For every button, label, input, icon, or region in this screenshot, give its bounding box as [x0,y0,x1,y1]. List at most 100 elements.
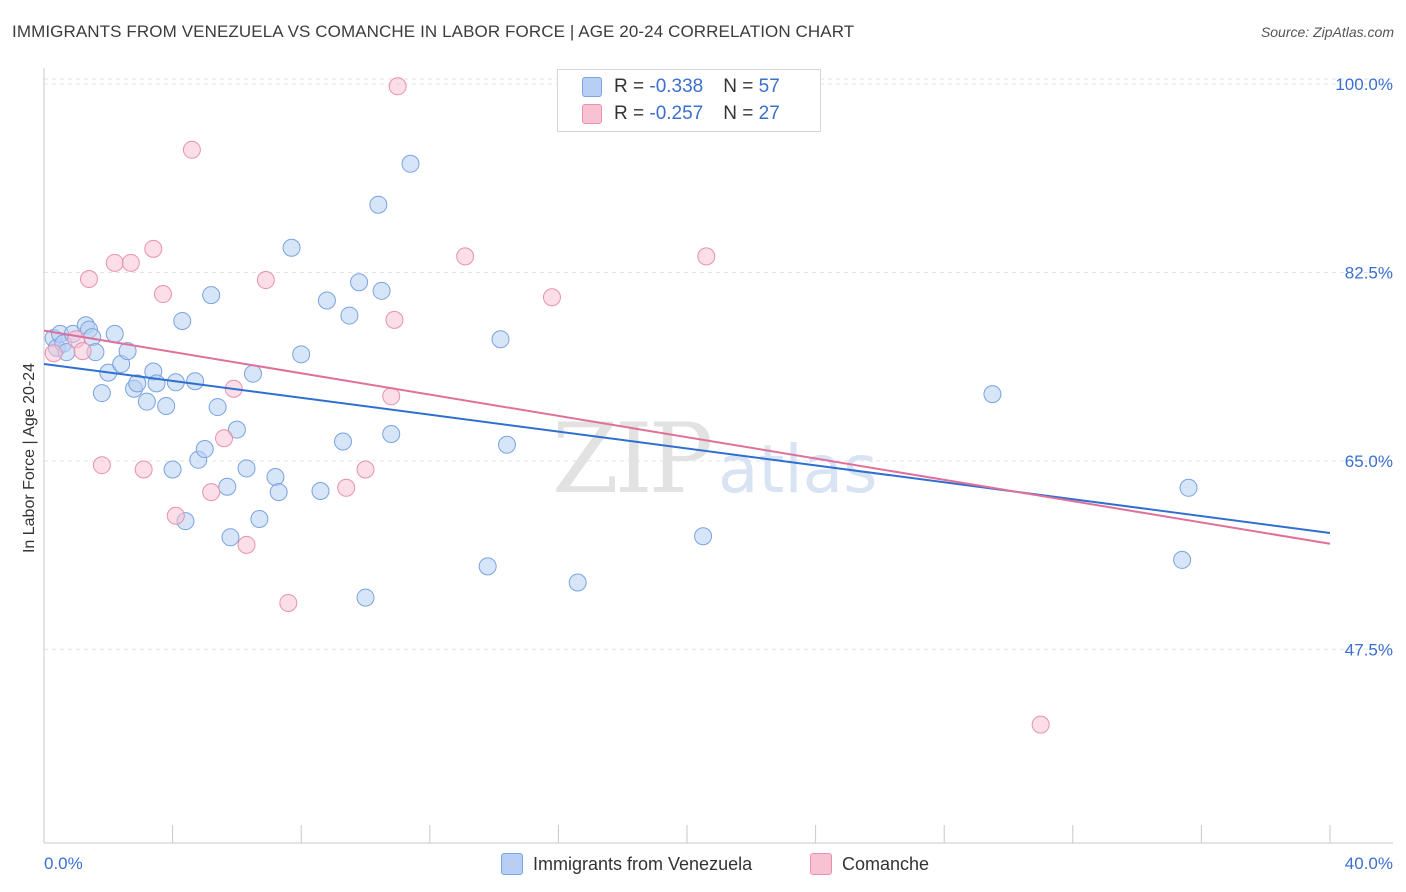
legend-n-label: N = [723,76,759,97]
comanche-point [337,478,356,497]
venezuela-point [497,435,516,454]
venezuela-point [333,432,352,451]
venezuela-point [221,528,240,547]
data-points [44,77,1198,734]
venezuela-point [250,510,269,529]
bottom-legend-venezuela: Immigrants from Venezuela [501,851,752,877]
legend-n-value: 57 [758,76,780,97]
comanche-point [73,342,92,361]
venezuela-point [491,330,510,349]
trend-lines [43,329,1331,545]
comanche-point [134,460,153,479]
venezuela-point [118,342,137,361]
venezuela-point [92,384,111,403]
venezuela-point [195,440,214,459]
venezuela-point [382,424,401,443]
bottom-legend-comanche: Comanche [810,851,929,877]
legend-row-comanche: R = -0.257 N = 27 [582,101,780,127]
comanche-point [385,310,404,329]
legend-n-label: N = [723,103,759,124]
venezuela-point [340,306,359,325]
comanche-point [80,269,99,288]
bottom-legend-swatch-pink [810,853,832,875]
comanche-point [256,271,275,290]
y-tick-label: 100.0% [1335,75,1393,94]
venezuela-point [282,238,301,257]
venezuela-point [218,477,237,496]
y-tick-label: 82.5% [1345,264,1393,283]
legend-r-label: R = [614,76,650,97]
comanche-point [105,253,124,272]
watermark: ZIP atlas [552,403,878,515]
legend-n-value: 27 [758,103,780,124]
venezuela-point [317,291,336,310]
legend-r-label: R = [614,103,650,124]
comanche-point [237,535,256,554]
venezuela-point [1179,478,1198,497]
legend-swatch-blue [582,77,602,97]
venezuela-point [369,195,388,214]
venezuela-point [568,573,587,592]
bottom-legend-label-venezuela: Immigrants from Venezuela [533,853,753,874]
legend-row-venezuela: R = -0.338 N = 57 [582,74,780,100]
venezuela-point [356,588,375,607]
chart-title: IMMIGRANTS FROM VENEZUELA VS COMANCHE IN… [12,22,855,41]
y-tick-label: 65.0% [1345,452,1393,471]
venezuela-point [401,154,420,173]
venezuela-point [983,385,1002,404]
venezuela-point [137,392,156,411]
venezuela-point [237,459,256,478]
legend: R = -0.338 N = 57 R = -0.257 N = 27 [557,69,821,132]
comanche-point [279,593,298,612]
axis-labels: 47.5% 65.0% 82.5% 100.0% 0.0% 40.0% In Labor F… [21,75,1393,873]
y-tick-label: 47.5% [1345,640,1393,659]
comanche-trend-line [43,329,1331,545]
venezuela-point [208,398,227,417]
comanche-point [44,344,63,363]
venezuela-point [694,527,713,546]
venezuela-point [350,273,369,292]
comanche-point [697,247,716,266]
venezuela-trend-line [43,363,1331,534]
comanche-point [382,387,401,406]
comanche-point [92,456,111,475]
venezuela-point [243,364,262,383]
comanche-point [542,288,561,307]
venezuela-point [227,420,246,439]
comanche-point [182,140,201,159]
source-label: Source: ZipAtlas.com [1260,24,1394,40]
comanche-point [456,247,475,266]
comanche-point [215,429,234,448]
venezuela-point [173,311,192,330]
comanche-point [1031,715,1050,734]
venezuela-point [266,468,285,487]
venezuela-point [163,460,182,479]
comanche-point [153,285,172,304]
venezuela-point [157,396,176,415]
comanche-point [388,77,407,96]
venezuela-point [269,483,288,502]
venezuela-point [478,557,497,576]
venezuela-point [128,374,147,393]
venezuela-point [186,372,205,391]
venezuela-point [372,281,391,300]
comanche-point [356,460,375,479]
bottom-legend-label-comanche: Comanche [842,853,930,874]
comanche-point [166,506,185,525]
comanche-point [121,253,140,272]
watermark-zip: ZIP [552,403,711,515]
legend-r-value: -0.338 [649,76,704,97]
x-tick-label: 40.0% [1345,854,1393,873]
x-tick-label: 0.0% [44,854,83,873]
venezuela-point [1173,550,1192,569]
axes [43,68,1393,844]
venezuela-point [202,286,221,305]
y-axis-title: In Labor Force | Age 20-24 [21,363,38,553]
venezuela-point [105,324,124,343]
venezuela-point [292,345,311,364]
bottom-legend-swatch-blue [501,853,523,875]
comanche-point [202,483,221,502]
comanche-point [144,239,163,258]
legend-r-value: -0.257 [649,103,704,124]
